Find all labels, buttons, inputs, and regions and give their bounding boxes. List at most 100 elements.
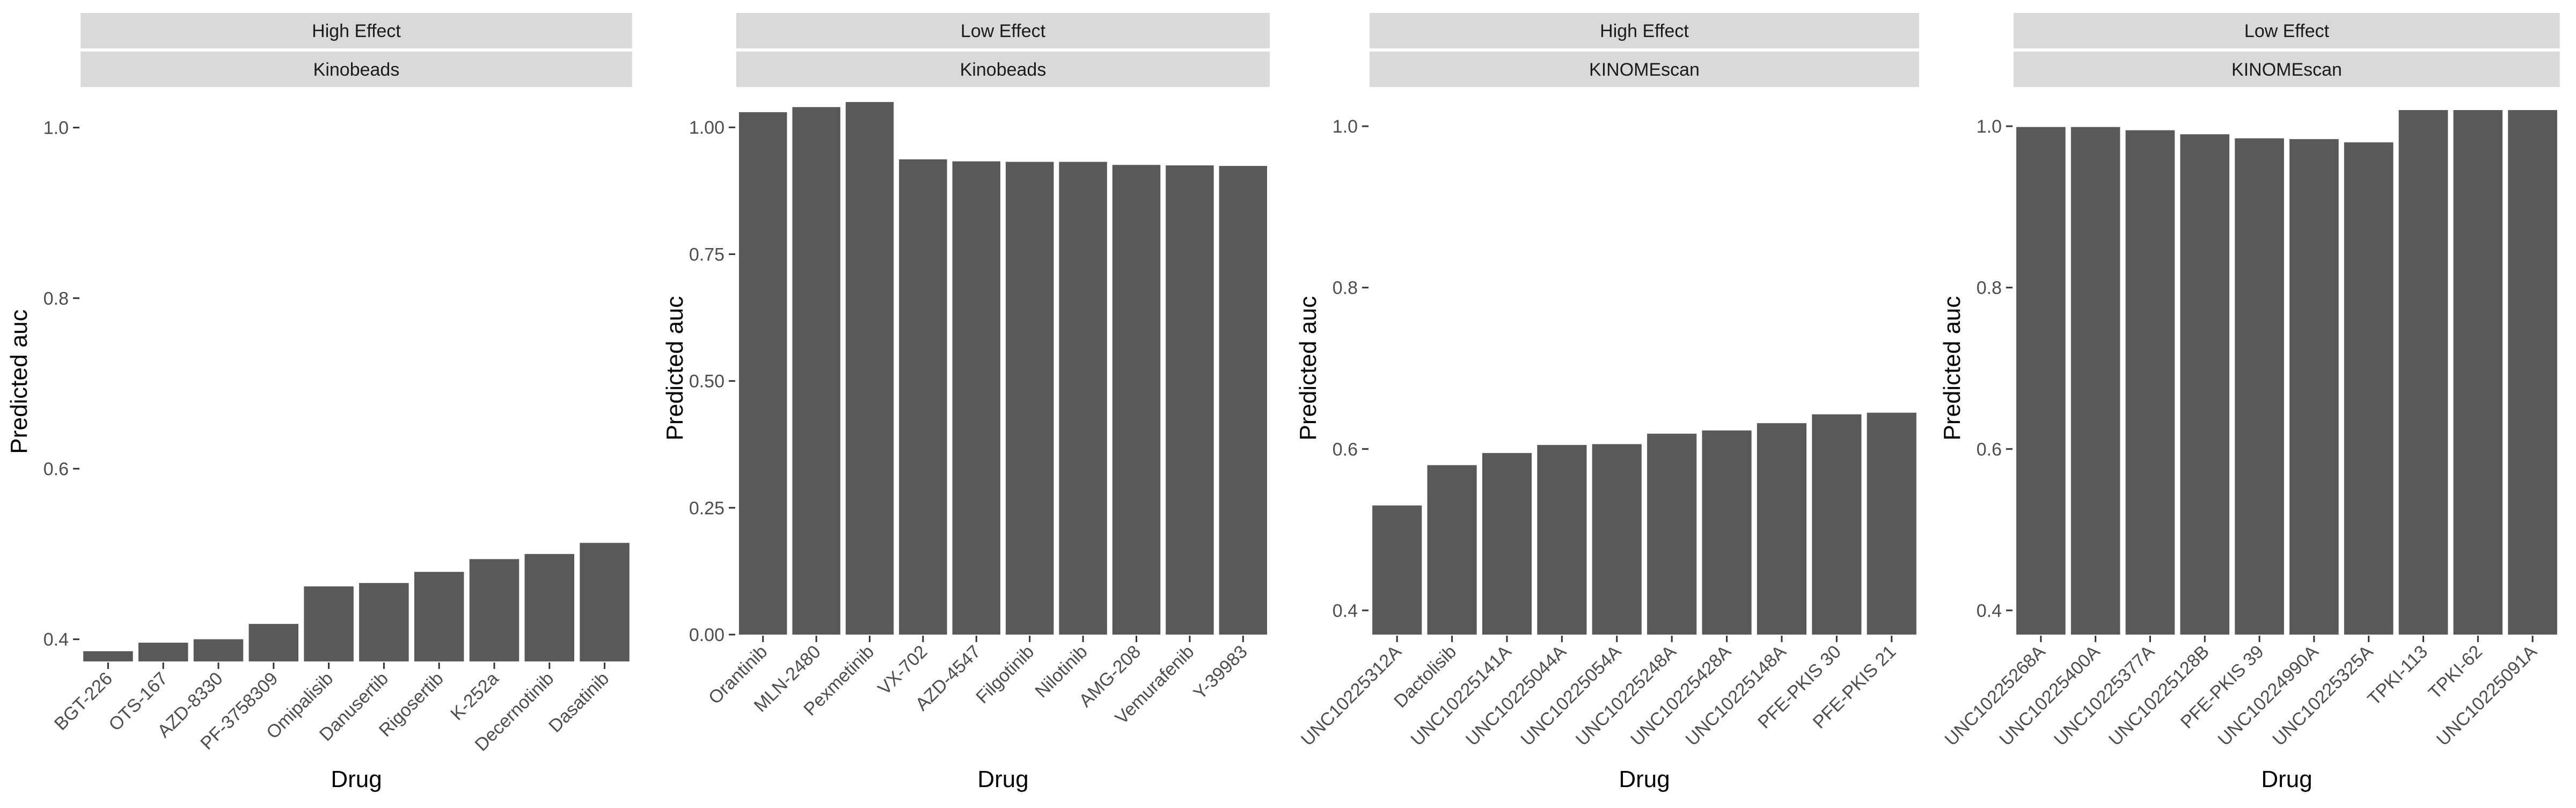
bar <box>2125 130 2175 635</box>
x-tick-label: Filgotinib <box>972 642 1038 708</box>
x-tick-label: UNC10225091A <box>2433 642 2541 750</box>
x-tick-label: UNC10225248A <box>1572 642 1680 750</box>
bar <box>2289 139 2339 635</box>
y-tick-label: 0.00 <box>689 625 724 645</box>
y-tick-label: 1.0 <box>1977 117 2002 137</box>
bar <box>304 586 354 661</box>
bar <box>138 643 188 661</box>
x-tick-label: TPKI-113 <box>2364 642 2432 710</box>
bar <box>1537 445 1587 635</box>
bar <box>2180 134 2230 635</box>
x-tick-label: UNC10225128B <box>2105 642 2213 750</box>
bar <box>469 559 519 661</box>
bar <box>1647 433 1697 635</box>
y-tick-label: 0.6 <box>1333 439 1358 460</box>
facet-strip-label: Kinobeads <box>313 60 400 80</box>
bar <box>2453 110 2503 635</box>
bar <box>359 583 409 661</box>
bar <box>1166 165 1214 635</box>
bar <box>1592 444 1642 635</box>
y-tick-label: 0.8 <box>1333 278 1358 299</box>
bar <box>1482 453 1532 635</box>
bar <box>83 651 133 661</box>
bar <box>1059 162 1107 635</box>
facet-strip-label: KINOMEscan <box>2231 60 2342 80</box>
y-tick-label: 0.8 <box>43 288 69 309</box>
x-tick-label: Dasatinib <box>545 668 613 737</box>
bar <box>2070 127 2120 635</box>
x-tick-label: BGT-226 <box>50 668 116 734</box>
bar <box>414 572 464 661</box>
bar <box>524 554 575 661</box>
x-tick-label: UNC10225141A <box>1407 642 1516 750</box>
facet-strip <box>1370 13 1919 48</box>
bar <box>1005 162 1054 635</box>
bar <box>792 107 840 635</box>
facet-strip <box>80 13 632 48</box>
bar <box>738 112 787 635</box>
x-tick-label: UNC10225377A <box>2050 642 2158 750</box>
facet-strip <box>2014 13 2560 48</box>
facet-strip-label: Low Effect <box>961 21 1046 41</box>
x-tick-label: UNC10225044A <box>1462 642 1570 750</box>
facet-strip <box>736 13 1270 48</box>
bar <box>952 161 1001 635</box>
bar <box>193 639 244 661</box>
bar <box>2235 138 2284 635</box>
y-tick-label: 0.8 <box>1977 278 2002 299</box>
facet-strip-label: Low Effect <box>2244 21 2330 41</box>
y-tick-label: 0.75 <box>689 244 724 265</box>
y-tick-label: 0.6 <box>1977 439 2002 460</box>
y-axis-title: Predicted auc <box>662 296 688 440</box>
y-axis-title: Predicted auc <box>1295 296 1321 440</box>
facet-strip-label: High Effect <box>1600 21 1689 41</box>
y-tick-label: 0.6 <box>43 459 69 479</box>
y-tick-label: 1.0 <box>1333 117 1358 137</box>
bar <box>1812 414 1862 635</box>
x-tick-label: UNC10225312A <box>1297 642 1406 750</box>
x-tick-label: Y-39983 <box>1189 642 1252 704</box>
facet-strip-label: High Effect <box>312 21 401 41</box>
bar <box>845 102 894 635</box>
x-tick-label: UNC10225400A <box>1995 642 2104 750</box>
x-tick-label: UNC10225148A <box>1682 642 1790 750</box>
bar <box>1867 412 1916 635</box>
facet-strip <box>1370 52 1919 87</box>
x-tick-label: UNC10225268A <box>1941 642 2050 750</box>
y-tick-label: 0.4 <box>1977 601 2002 621</box>
bar <box>248 624 299 661</box>
x-axis-title: Drug <box>331 766 382 792</box>
bar <box>1112 165 1161 635</box>
bar <box>1702 430 1752 635</box>
x-axis-title: Drug <box>1619 766 1670 792</box>
bar <box>2398 110 2448 635</box>
facet-strip <box>2014 52 2560 87</box>
x-tick-label: UNC10225054A <box>1517 642 1625 750</box>
bar <box>1757 423 1807 635</box>
y-tick-label: 0.50 <box>689 372 724 392</box>
y-tick-label: 0.4 <box>1333 601 1358 621</box>
bar <box>1219 166 1268 635</box>
bar <box>1372 505 1422 635</box>
x-axis-title: Drug <box>2261 766 2312 792</box>
x-axis-title: Drug <box>977 766 1028 792</box>
y-tick-label: 1.0 <box>43 118 69 139</box>
x-tick-label: UNC10224990A <box>2214 642 2323 750</box>
bar <box>2508 110 2557 635</box>
bar <box>580 543 630 661</box>
facet-strip-label: KINOMEscan <box>1589 60 1700 80</box>
facet-strip <box>80 52 632 87</box>
bar <box>899 159 947 635</box>
x-tick-label: UNC10225325A <box>2268 642 2377 750</box>
y-axis-title: Predicted auc <box>1939 296 1965 440</box>
y-tick-label: 0.25 <box>689 498 724 519</box>
y-axis-title: Predicted auc <box>6 309 32 454</box>
facet-strip-label: Kinobeads <box>960 60 1046 80</box>
x-tick-label: UNC10225428A <box>1627 642 1735 750</box>
x-tick-label: K-252a <box>447 668 502 724</box>
facet-strip <box>736 52 1270 87</box>
bar <box>2016 127 2066 635</box>
bar <box>2344 142 2394 635</box>
